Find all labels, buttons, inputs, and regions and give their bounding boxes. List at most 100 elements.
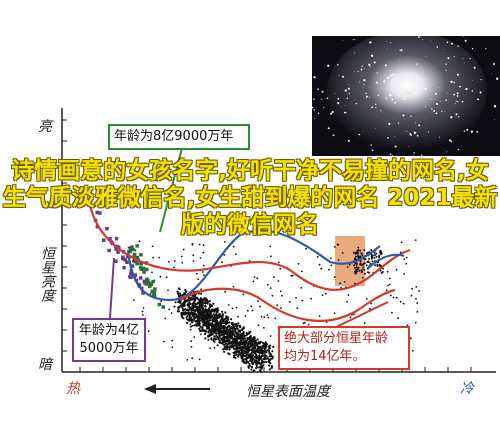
main-sequence-star	[193, 315, 196, 318]
main-sequence-star	[250, 356, 253, 359]
field-star	[414, 321, 417, 324]
main-sequence-star	[258, 351, 261, 354]
field-star	[232, 285, 235, 288]
photo-star	[397, 122, 400, 124]
giant-star	[355, 270, 358, 273]
field-star	[142, 314, 144, 316]
field-star	[170, 312, 173, 314]
field-star	[318, 263, 321, 266]
photo-star	[456, 95, 459, 97]
photo-star	[338, 74, 340, 76]
photo-star	[438, 136, 441, 138]
main-sequence-star	[261, 341, 264, 344]
main-sequence-star	[216, 310, 219, 313]
field-star	[328, 268, 330, 271]
photo-star	[413, 131, 417, 134]
main-sequence-star	[207, 307, 211, 310]
main-sequence-star	[261, 359, 264, 362]
field-star	[198, 358, 201, 361]
main-sequence-star	[253, 355, 257, 359]
photo-star	[402, 95, 404, 97]
annotation-age-4-line2: 5000万年	[79, 341, 139, 356]
field-star	[141, 310, 144, 313]
mid-cluster-star	[138, 266, 143, 270]
main-sequence-star	[234, 347, 237, 350]
giant-star	[358, 269, 361, 272]
photo-star	[364, 68, 365, 70]
main-sequence-star	[264, 360, 268, 364]
main-sequence-star	[228, 334, 231, 337]
main-sequence-star	[188, 314, 191, 317]
main-sequence-star	[248, 364, 251, 367]
main-sequence-star	[184, 308, 187, 311]
field-star	[411, 287, 413, 290]
field-star	[333, 312, 336, 315]
main-sequence-star	[189, 319, 192, 322]
main-sequence-star	[209, 312, 212, 315]
main-sequence-star	[245, 356, 248, 359]
mid-cluster-star	[139, 253, 143, 257]
young-cluster-star	[114, 236, 119, 241]
main-sequence-star	[186, 321, 189, 325]
main-sequence-star	[250, 353, 253, 356]
main-sequence-star	[265, 343, 268, 346]
field-star	[185, 316, 188, 319]
giant-star	[371, 260, 374, 263]
main-sequence-star	[200, 314, 203, 317]
photo-star	[361, 65, 363, 67]
field-star	[399, 300, 402, 303]
field-star	[224, 348, 227, 351]
main-sequence-star	[258, 347, 261, 350]
field-star	[215, 338, 218, 340]
photo-star	[363, 84, 365, 86]
field-star	[202, 264, 205, 267]
main-sequence-star	[237, 322, 240, 325]
photo-star	[399, 105, 401, 107]
main-sequence-star	[194, 309, 197, 312]
young-cluster-star	[133, 273, 137, 277]
main-sequence-star	[254, 350, 257, 353]
main-sequence-star	[183, 311, 186, 314]
main-sequence-star	[203, 324, 206, 327]
giant-star	[363, 258, 366, 261]
photo-star	[398, 88, 401, 90]
main-sequence-star	[230, 329, 233, 333]
main-sequence-star	[260, 354, 264, 357]
main-sequence-star	[268, 364, 271, 367]
field-star	[235, 306, 238, 309]
field-star	[207, 326, 209, 328]
main-sequence-star	[222, 322, 225, 325]
field-star	[269, 335, 272, 337]
photo-star	[386, 76, 390, 80]
giant-star	[370, 256, 373, 258]
main-sequence-star	[205, 310, 208, 313]
main-sequence-star	[204, 337, 207, 340]
main-sequence-star	[245, 351, 248, 354]
field-star	[167, 260, 170, 263]
main-sequence-star	[232, 342, 235, 345]
main-sequence-star	[183, 313, 186, 316]
main-sequence-star	[220, 329, 223, 332]
photo-star	[387, 137, 389, 139]
field-star	[160, 300, 163, 303]
main-sequence-star	[252, 354, 255, 357]
main-sequence-star	[224, 317, 227, 320]
main-sequence-star	[198, 327, 201, 330]
young-cluster-star	[116, 250, 120, 254]
mid-cluster-star	[152, 292, 156, 297]
field-star	[341, 252, 344, 254]
field-star	[264, 341, 267, 343]
giant-star	[370, 257, 373, 260]
field-star	[245, 345, 248, 347]
main-sequence-star	[210, 316, 213, 319]
main-sequence-star	[240, 336, 243, 339]
photo-star	[493, 105, 497, 108]
giant-blue-curve	[367, 253, 405, 269]
photo-star	[455, 100, 457, 102]
field-star	[307, 323, 310, 326]
x-hot-label: 热	[66, 381, 80, 397]
photo-star	[433, 109, 436, 112]
photo-star	[457, 45, 460, 47]
young-cluster-star	[128, 275, 132, 279]
photo-star	[394, 101, 397, 104]
